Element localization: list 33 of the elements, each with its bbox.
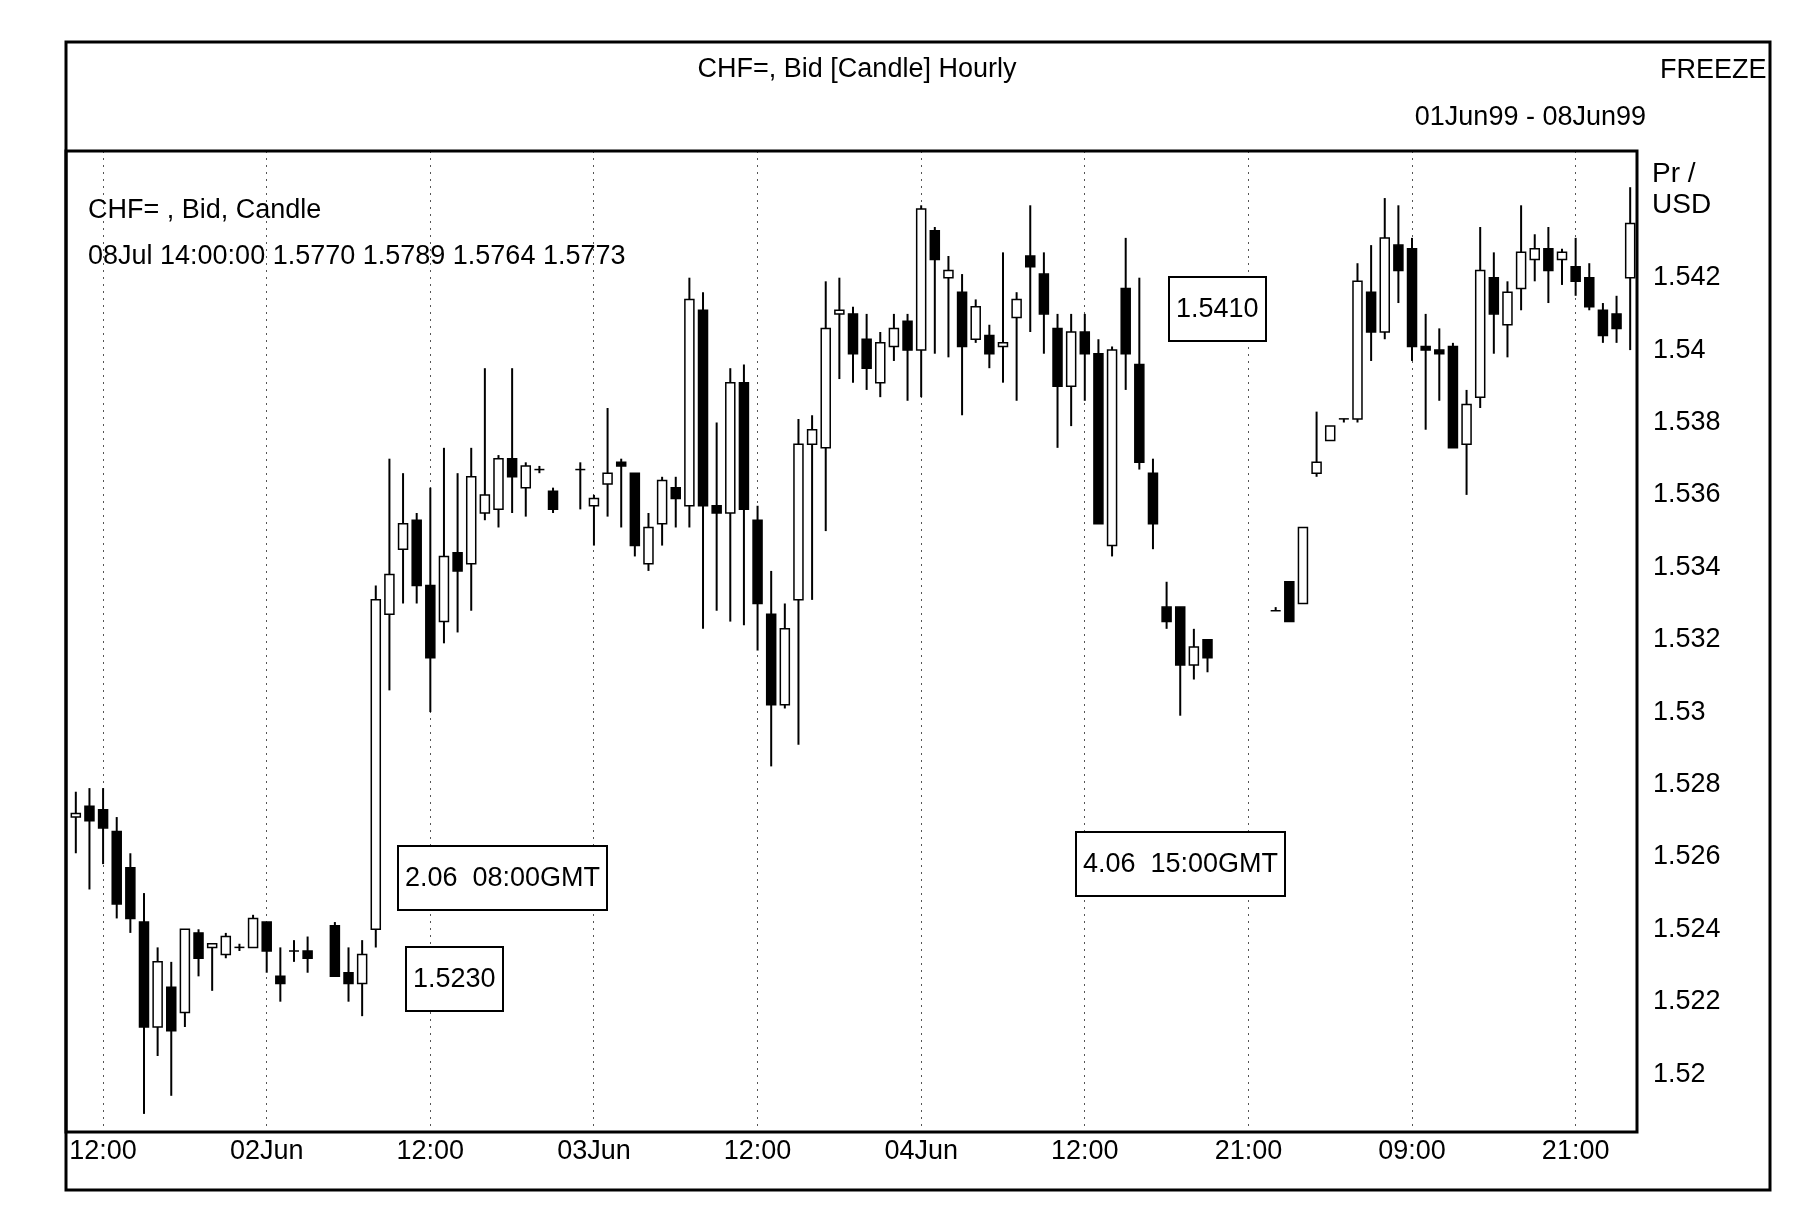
y-tick-label: 1.532	[1653, 623, 1721, 654]
annotation: 1.5230	[405, 946, 504, 1012]
chart-subtitle: 01Jun99 - 08Jun99	[1414, 101, 1646, 132]
annotation: 2.06 08:00GMT	[397, 845, 609, 911]
y-tick-label: 1.524	[1653, 912, 1721, 943]
y-tick-label: 1.536	[1653, 478, 1721, 509]
x-tick-label: 21:00	[1541, 1134, 1610, 1165]
chart-title: CHF=, Bid [Candle] Hourly	[697, 53, 1017, 84]
y-tick-label: 1.54	[1653, 333, 1706, 364]
x-tick-label: 03Jun	[557, 1134, 631, 1165]
y-tick-label: 1.542	[1653, 261, 1721, 292]
y-tick-label: 1.526	[1653, 840, 1721, 871]
annotation: CHF= , Bid, Candle	[88, 194, 322, 225]
x-tick-label: 12:00	[1051, 1134, 1119, 1165]
x-tick-label: 12:00	[723, 1134, 792, 1165]
x-tick-label: 02Jun	[229, 1134, 304, 1165]
y-tick-label: 1.53	[1653, 695, 1706, 726]
annotation: 4.06 15:00GMT	[1075, 831, 1287, 897]
text: FREEZE	[1660, 54, 1767, 85]
x-tick-label: 12:00	[69, 1134, 137, 1165]
candlestick	[288, 939, 300, 963]
y-axis-title: Pr / USD	[1652, 157, 1713, 220]
x-tick-label: 21:00	[1214, 1134, 1283, 1165]
annotation: 08Jul 14:00:00 1.5770 1.5789 1.5764 1.5773	[88, 240, 626, 271]
annotation: 1.5410	[1168, 276, 1267, 342]
y-tick-label: 1.52	[1653, 1057, 1706, 1088]
x-tick-label: 09:00	[1378, 1134, 1446, 1165]
y-tick-label: 1.534	[1653, 550, 1721, 581]
y-tick-label: 1.528	[1653, 767, 1721, 798]
x-tick-label: 04Jun	[884, 1134, 958, 1165]
y-tick-label: 1.522	[1653, 985, 1721, 1016]
x-tick-label: 12:00	[396, 1134, 465, 1165]
y-tick-label: 1.538	[1653, 405, 1721, 436]
